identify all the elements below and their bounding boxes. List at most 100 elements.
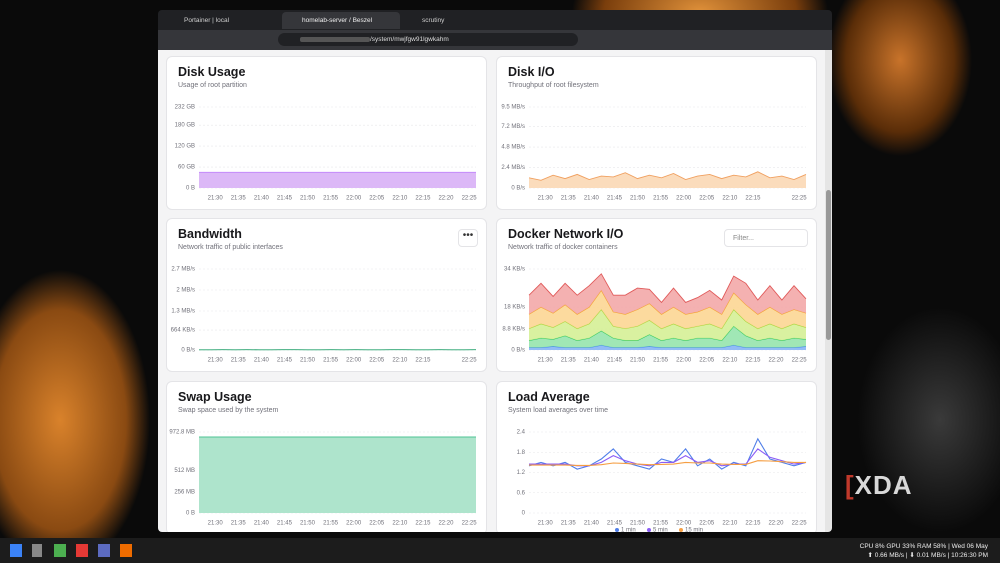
x-tick-label: 22:05 xyxy=(699,521,715,527)
y-tick-label: 256 MB xyxy=(174,489,195,495)
panel-title: Docker Network I/O xyxy=(508,227,624,241)
x-tick-label: 22:25 xyxy=(462,521,478,527)
legend-label: 1 min xyxy=(621,528,636,532)
y-tick-label: 0 xyxy=(522,511,526,517)
x-tick-label: 21:40 xyxy=(584,358,600,364)
x-tick-label: 22:05 xyxy=(699,358,715,364)
panel-subtitle: Usage of root partition xyxy=(178,82,247,89)
x-tick-label: 22:15 xyxy=(745,521,761,527)
x-tick-label: 21:35 xyxy=(561,521,577,527)
panel: Swap Usage Swap space used by the system 0… xyxy=(166,381,487,532)
x-tick-label: 22:20 xyxy=(438,196,454,202)
system-stats: CPU 8% GPU 33% RAM 58% | Wed 06 May xyxy=(859,543,988,550)
chart: 0 B 256 MB 512 MB 972.8 MB 21:30 21:35 21:40 21… xyxy=(169,430,478,527)
area-line xyxy=(528,171,807,181)
x-tick-label: 21:30 xyxy=(208,196,224,202)
x-tick-label: 21:55 xyxy=(653,521,669,527)
x-tick-label: 22:10 xyxy=(722,196,738,202)
x-tick-label: 21:35 xyxy=(561,196,577,202)
watermark: [XDA xyxy=(845,470,913,500)
panel-subtitle: Throughput of root filesystem xyxy=(508,82,599,89)
panel-subtitle: Network traffic of docker containers xyxy=(508,244,618,251)
x-tick-label: 22:00 xyxy=(346,358,362,364)
x-tick-label: 21:45 xyxy=(277,358,293,364)
panel: Docker Network I/O Network traffic of doc… xyxy=(496,218,817,372)
series-line xyxy=(529,448,807,467)
x-tick-label: 21:55 xyxy=(653,196,669,202)
legend-swatch xyxy=(679,528,683,532)
x-tick-label: 22:10 xyxy=(392,358,408,364)
x-tick-label: 21:55 xyxy=(323,196,339,202)
y-tick-label: 4.8 MB/s xyxy=(501,145,525,151)
watermark-text: XDA xyxy=(854,470,913,500)
legend-label: 5 min xyxy=(653,528,668,532)
tab[interactable]: scrutiny xyxy=(422,17,445,24)
more-button[interactable]: ••• xyxy=(458,229,478,247)
x-tick-label: 22:25 xyxy=(792,196,808,202)
x-tick-label: 21:40 xyxy=(584,521,600,527)
x-tick-label: 22:25 xyxy=(792,358,808,364)
x-tick-label: 21:40 xyxy=(254,358,270,364)
x-tick-label: 21:40 xyxy=(254,196,270,202)
area-fill xyxy=(199,437,476,513)
x-tick-label: 22:25 xyxy=(462,358,478,364)
x-tick-label: 22:20 xyxy=(768,358,784,364)
filter-input[interactable]: Filter... xyxy=(724,229,808,247)
x-tick-label: 22:25 xyxy=(462,196,478,202)
panel-title: Load Average xyxy=(508,390,590,404)
chart: 0 B/s 664 KB/s 1.3 MB/s 2 MB/s 2.7 MB/s 21:30… xyxy=(171,267,478,364)
x-tick-label: 22:00 xyxy=(676,196,692,202)
y-tick-label: 0 B/s xyxy=(181,348,195,354)
x-tick-label: 22:15 xyxy=(415,521,431,527)
series-line xyxy=(528,437,807,470)
x-tick-label: 22:10 xyxy=(722,358,738,364)
x-tick-label: 22:15 xyxy=(415,196,431,202)
x-tick-label: 21:55 xyxy=(653,358,669,364)
scroll-thumb[interactable] xyxy=(826,190,831,340)
legend-label: 15 min xyxy=(685,528,703,532)
x-tick-label: 21:55 xyxy=(323,358,339,364)
tab[interactable]: Portainer | local xyxy=(184,17,230,24)
y-tick-label: 120 GB xyxy=(175,144,195,150)
x-tick-label: 21:50 xyxy=(630,196,646,202)
y-tick-label: 7.2 MB/s xyxy=(501,124,525,130)
x-tick-label: 21:45 xyxy=(607,521,623,527)
panel-subtitle: Network traffic of public interfaces xyxy=(178,244,283,251)
x-tick-label: 22:20 xyxy=(768,521,784,527)
y-tick-label: 18 KB/s xyxy=(504,305,525,311)
y-tick-label: 972.8 MB xyxy=(169,430,195,436)
x-tick-label: 21:30 xyxy=(538,521,554,527)
start-icons[interactable] xyxy=(10,544,135,557)
y-tick-label: 0 B/s xyxy=(511,348,525,354)
area-fill xyxy=(529,309,806,341)
area-fill xyxy=(529,171,806,188)
panel: Disk Usage Usage of root partition 0 B 60 G… xyxy=(166,56,487,210)
area-fill xyxy=(529,290,806,329)
x-tick-label: 21:30 xyxy=(208,521,224,527)
x-tick-label: 22:00 xyxy=(676,521,692,527)
tab[interactable]: homelab-server / Beszel xyxy=(282,12,400,29)
x-tick-label: 21:45 xyxy=(277,521,293,527)
chart: 0 B/s 8.8 KB/s 18 KB/s 34 KB/s 21:30 21:35 21:… xyxy=(502,267,808,364)
y-tick-label: 2 MB/s xyxy=(176,288,195,294)
x-tick-label: 21:30 xyxy=(208,358,224,364)
url-field[interactable]: /system/mwjfgw91lgwkahm xyxy=(278,33,578,46)
series-line xyxy=(529,460,806,466)
x-tick-label: 21:35 xyxy=(231,196,247,202)
legend-swatch xyxy=(647,528,651,532)
x-tick-label: 21:50 xyxy=(630,358,646,364)
x-tick-label: 21:45 xyxy=(607,196,623,202)
x-tick-label: 22:15 xyxy=(745,358,761,364)
panel-title: Bandwidth xyxy=(178,227,242,241)
taskbar: CPU 8% GPU 33% RAM 58% | Wed 06 May ⬆ 0.… xyxy=(0,538,1000,563)
taskbar-stats: CPU 8% GPU 33% RAM 58% | Wed 06 May ⬆ 0.… xyxy=(860,542,988,560)
x-tick-label: 22:00 xyxy=(676,358,692,364)
x-tick-label: 22:10 xyxy=(722,521,738,527)
y-tick-label: 0 B xyxy=(186,186,195,192)
scrollbar[interactable] xyxy=(825,50,832,532)
x-tick-label: 21:35 xyxy=(561,358,577,364)
address-bar: /system/mwjfgw91lgwkahm xyxy=(158,30,832,50)
x-tick-label: 21:45 xyxy=(277,196,293,202)
y-tick-label: 34 KB/s xyxy=(504,267,525,273)
